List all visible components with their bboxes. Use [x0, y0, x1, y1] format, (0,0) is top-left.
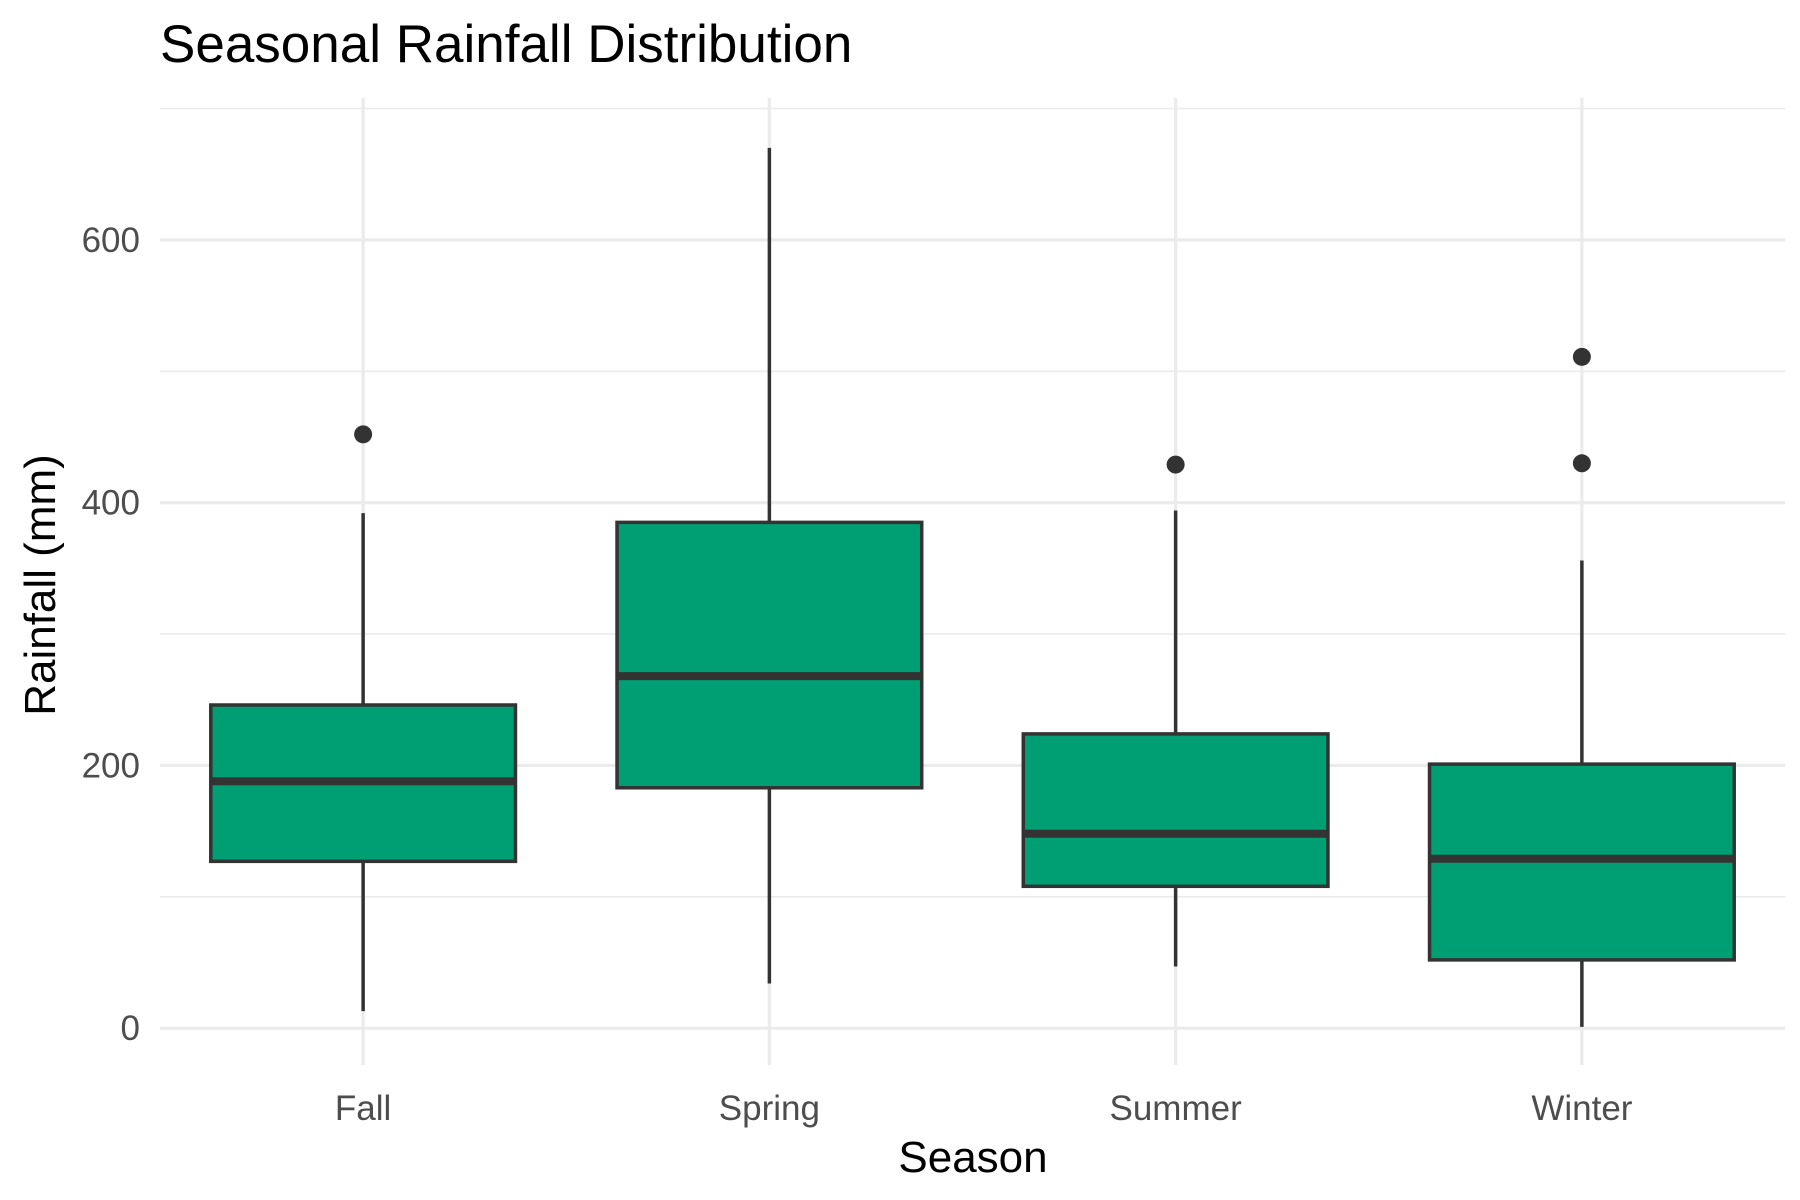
- outlier-point: [354, 425, 373, 444]
- x-tick-label: Summer: [1110, 1089, 1243, 1128]
- y-tick-label: 600: [82, 221, 140, 260]
- chart-title: Seasonal Rainfall Distribution: [160, 15, 852, 74]
- y-tick-label: 200: [82, 746, 140, 785]
- iqr-box: [1021, 732, 1330, 889]
- y-tick-label: 0: [121, 1009, 140, 1048]
- x-tick-label: Winter: [1531, 1089, 1632, 1128]
- x-tick-label: Spring: [719, 1089, 820, 1128]
- box-winter: [1427, 347, 1736, 1027]
- y-tick-label: 400: [82, 484, 140, 523]
- box-fall: [209, 425, 518, 1012]
- outlier-point: [1572, 454, 1591, 473]
- y-axis-title: Rainfall (mm): [16, 454, 65, 716]
- outlier-point: [1166, 455, 1185, 474]
- box-summer: [1021, 455, 1330, 967]
- iqr-box: [615, 520, 924, 790]
- outlier-point: [1572, 347, 1591, 366]
- boxes: [209, 147, 1736, 1027]
- tick-labels: 0 200 400 600 Fall Spring Summer Winter: [82, 221, 1633, 1128]
- x-axis-title: Season: [898, 1133, 1047, 1182]
- x-tick-label: Fall: [335, 1089, 391, 1128]
- box-spring: [615, 147, 924, 984]
